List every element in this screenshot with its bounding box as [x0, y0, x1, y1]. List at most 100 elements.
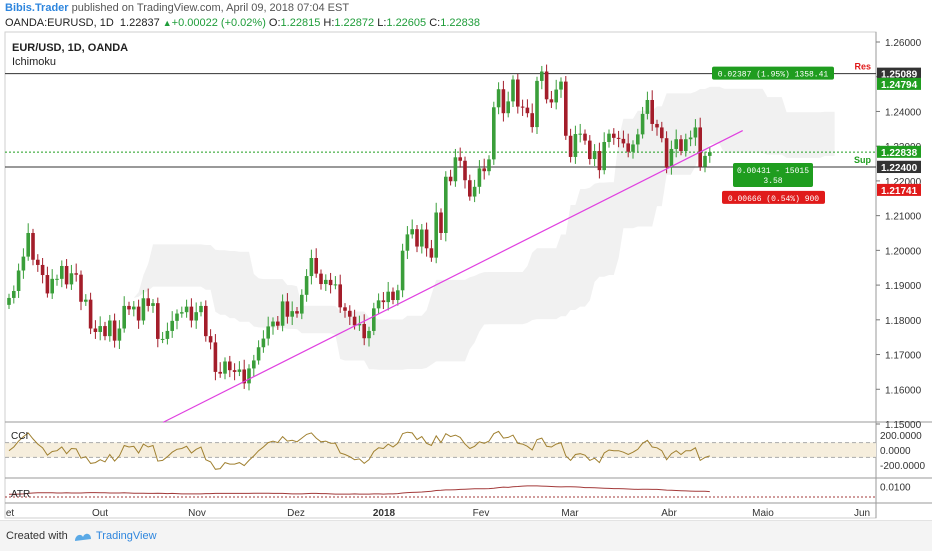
candle-body [520, 106, 525, 108]
candle-body [208, 336, 213, 343]
cci-band [5, 442, 876, 458]
annotation-text: 0.00666 (0.54%) 900 [728, 195, 819, 204]
published-text: published on TradingView.com, April 09, … [71, 2, 350, 14]
tradingview-link[interactable]: TradingView [96, 530, 157, 542]
candle [688, 130, 693, 147]
candle [429, 239, 434, 262]
created-with-text: Created with [6, 530, 68, 542]
price-tick-label: 1.22000 [885, 177, 922, 188]
candle [703, 151, 707, 173]
candle-body [468, 180, 472, 197]
candle-body [362, 323, 366, 339]
candle-body [271, 321, 275, 327]
low-value: 1.22605 [386, 17, 427, 29]
candle-body [280, 301, 285, 326]
candle [607, 129, 611, 148]
candle-body [122, 305, 126, 329]
candle-body [482, 168, 486, 172]
price-label: 1.22400 [881, 163, 918, 174]
candle [549, 90, 554, 108]
candle [170, 311, 174, 338]
candle-body [612, 133, 616, 138]
time-tick-label: Fev [473, 508, 490, 519]
candle-body [165, 330, 170, 339]
candle [684, 133, 688, 157]
candle [415, 225, 419, 253]
candle-body [636, 134, 640, 145]
high-label: H: [323, 17, 335, 29]
candle-body [540, 71, 544, 81]
time-tick-label: Jun [854, 508, 870, 519]
candle [468, 174, 472, 201]
candle [343, 303, 347, 318]
candle [453, 148, 458, 187]
candle-body [400, 250, 405, 291]
candle-body [573, 134, 578, 157]
candle [487, 155, 491, 176]
candle-body [386, 291, 390, 303]
candle-body [232, 370, 237, 372]
author-link[interactable]: Bibis.Trader [5, 2, 69, 14]
candle-body [21, 256, 26, 271]
candle [588, 135, 592, 165]
time-tick-label: Abr [661, 508, 677, 519]
candle [12, 285, 16, 304]
candle-body [444, 176, 448, 233]
candle-body [506, 101, 510, 114]
atr-line [9, 485, 710, 495]
candle-body [592, 151, 597, 160]
candle [64, 259, 69, 289]
candle-body [698, 127, 702, 167]
chart-area[interactable]: Res Sup 0.02387 (1.95%) 1358.41 0.00431 - 1… [0, 0, 932, 520]
candle [237, 361, 242, 377]
annotation-text-2: 3.58 [763, 177, 782, 186]
candle [117, 320, 122, 349]
candle-body [626, 143, 630, 152]
candle-body [664, 138, 669, 168]
candle [309, 249, 314, 285]
candle-body [324, 279, 328, 285]
candle-body [16, 270, 21, 291]
candle [636, 128, 640, 153]
candle [103, 321, 107, 341]
candle-body [472, 186, 477, 197]
candle [276, 315, 280, 330]
candle-body [679, 139, 683, 152]
candle-body [434, 212, 438, 258]
high-value: 1.22872 [334, 17, 375, 29]
legend-indicator[interactable]: Ichimoku [12, 56, 56, 68]
candle-body [170, 320, 174, 331]
candle [376, 293, 381, 314]
candle [324, 274, 328, 291]
candle [525, 99, 530, 118]
last-price: 1.22837 [119, 17, 160, 29]
ichimoku-cloud-area [9, 86, 835, 370]
candle [84, 294, 88, 306]
candle-body [151, 303, 155, 306]
candle-body [199, 305, 203, 313]
candle [674, 129, 678, 158]
candle [650, 90, 654, 131]
candle [544, 64, 549, 104]
candle-body [381, 300, 386, 303]
candle-body [184, 306, 189, 313]
candle [223, 357, 227, 380]
tradingview-logo-icon[interactable] [73, 529, 93, 543]
candle [184, 299, 189, 318]
candle-body [420, 229, 424, 247]
time-tick-label: et [6, 508, 15, 519]
candle [175, 309, 179, 330]
candle-body [256, 347, 261, 361]
candle-body [477, 168, 482, 187]
candle-body [74, 273, 78, 275]
candle-body [40, 264, 45, 276]
candle-body [688, 137, 693, 140]
candle [300, 289, 304, 320]
candle [708, 146, 712, 163]
candle-body [496, 89, 501, 108]
candle [295, 306, 299, 318]
candle-body [55, 278, 59, 280]
candle-body [189, 306, 194, 321]
price-tick-label: 1.20000 [885, 246, 922, 257]
price-label-box [877, 67, 921, 80]
